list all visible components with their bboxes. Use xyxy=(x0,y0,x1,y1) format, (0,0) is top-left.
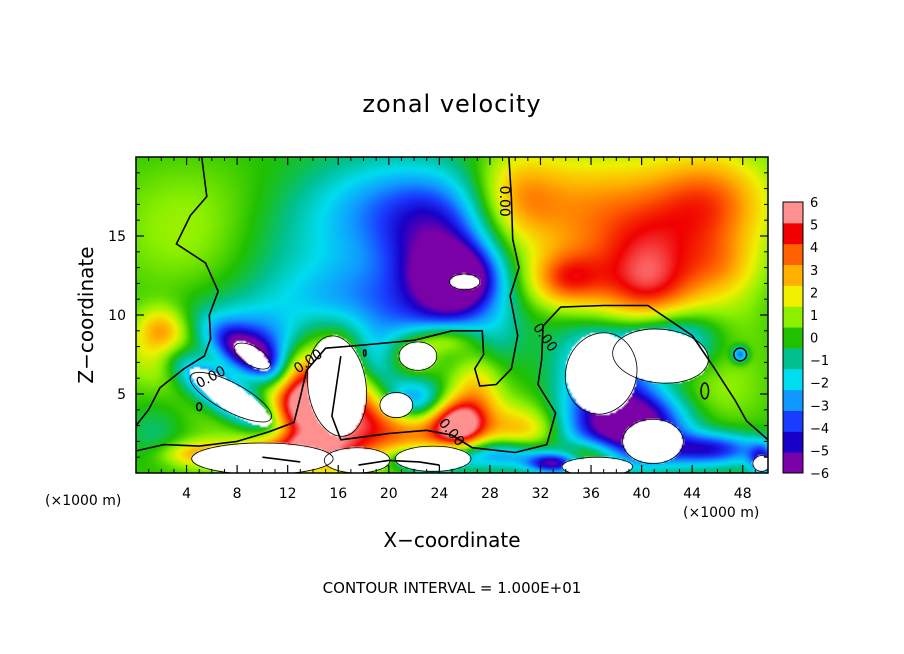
colorbar-label: −2 xyxy=(810,377,829,392)
saturated-region-outline xyxy=(233,342,271,370)
x-tick-label: 16 xyxy=(329,486,347,502)
colorbar-label: −3 xyxy=(810,399,829,414)
x-tick-label: 20 xyxy=(380,486,398,502)
x-tick-label: 12 xyxy=(279,486,297,502)
colorbar-label: −4 xyxy=(810,422,829,437)
x-tick-label: 4 xyxy=(182,486,191,502)
zero-contour-line xyxy=(136,157,219,427)
colorbar-swatch xyxy=(783,452,803,474)
colorbar-frame xyxy=(782,201,804,474)
contour-interval-note: CONTOUR INTERVAL = 1.000E+01 xyxy=(323,579,582,597)
colorbar-label: 5 xyxy=(810,219,818,234)
x-tick-label: 28 xyxy=(481,486,499,502)
zero-contour-line xyxy=(136,157,520,452)
x-tick-label: 48 xyxy=(734,486,752,502)
y-axis-title: Z−coordinate xyxy=(74,246,98,383)
colorbar-swatch xyxy=(783,368,803,391)
saturated-region-outline xyxy=(398,341,438,371)
x-axis-ticks: 4 8 12 16 20 24 28 32 36 40 44 48 xyxy=(148,157,756,502)
colorbar-label: −1 xyxy=(810,354,829,369)
zero-contour-line xyxy=(262,456,301,463)
colorbar-swatch xyxy=(783,389,803,411)
saturated-region-outline xyxy=(379,392,414,419)
colorbar-swatch xyxy=(783,243,803,266)
colorbar-swatch xyxy=(783,347,803,370)
x-axis-unit-right: (×1000 m) xyxy=(683,505,759,521)
y-tick-label: 5 xyxy=(117,387,126,403)
x-axis-unit-left: (×1000 m) xyxy=(45,493,121,509)
colorbar-swatch xyxy=(783,285,803,307)
x-tick-label: 32 xyxy=(532,486,550,502)
contour-label: 0.00 xyxy=(496,186,512,217)
x-tick-label: 8 xyxy=(233,486,242,502)
colorbar-swatch xyxy=(783,264,803,286)
colorbar: −6 −5 −4 −3 −2 −1 0 1 2 3 4 5 6 xyxy=(782,196,829,482)
y-tick-label: 15 xyxy=(108,229,126,245)
colorbar-label: 6 xyxy=(810,196,818,211)
zero-contour-line xyxy=(358,459,440,466)
colorbar-swatch xyxy=(783,202,803,224)
saturated-region-outline xyxy=(752,455,768,472)
saturated-region-outline xyxy=(394,445,472,472)
small-contour-loop xyxy=(733,347,748,362)
x-tick-label: 40 xyxy=(633,486,651,502)
x-axis-title: X−coordinate xyxy=(383,528,520,552)
small-contour-loop xyxy=(362,349,367,357)
colorbar-swatch xyxy=(783,306,803,328)
chart-title: zonal velocity xyxy=(362,90,541,118)
zero-contour-line xyxy=(331,304,768,454)
contour-lines xyxy=(136,157,768,473)
saturated-region-outline xyxy=(306,335,368,437)
saturated-region-outline xyxy=(564,332,638,415)
y-axis-ticks: 5 10 15 xyxy=(108,172,768,458)
saturated-region-outline xyxy=(622,418,684,464)
colorbar-label: −5 xyxy=(810,444,829,459)
saturated-region-outline xyxy=(189,371,272,423)
colorbar-label: 0 xyxy=(810,332,818,347)
saturated-region-outline xyxy=(449,273,481,291)
x-tick-label: 44 xyxy=(683,486,701,502)
saturated-region-outline xyxy=(191,442,334,473)
colorbar-swatch xyxy=(783,327,803,349)
x-tick-label: 36 xyxy=(582,486,600,502)
saturated-region-outline xyxy=(561,456,634,473)
colorbar-label: 2 xyxy=(810,286,818,301)
colorbar-swatch xyxy=(783,222,803,245)
colorbar-label: 4 xyxy=(810,241,818,256)
plot-area: 0.000.000.000.000.00 xyxy=(135,156,769,474)
colorbar-label: 3 xyxy=(810,264,818,279)
y-tick-label: 10 xyxy=(108,308,126,324)
small-contour-loop xyxy=(195,401,203,412)
colorbar-swatch xyxy=(783,410,803,432)
colorbar-swatch xyxy=(783,431,803,453)
colorbar-label: 1 xyxy=(810,309,818,324)
small-contour-loop xyxy=(700,382,710,400)
x-tick-label: 24 xyxy=(430,486,448,502)
colorbar-label: −6 xyxy=(810,467,829,482)
